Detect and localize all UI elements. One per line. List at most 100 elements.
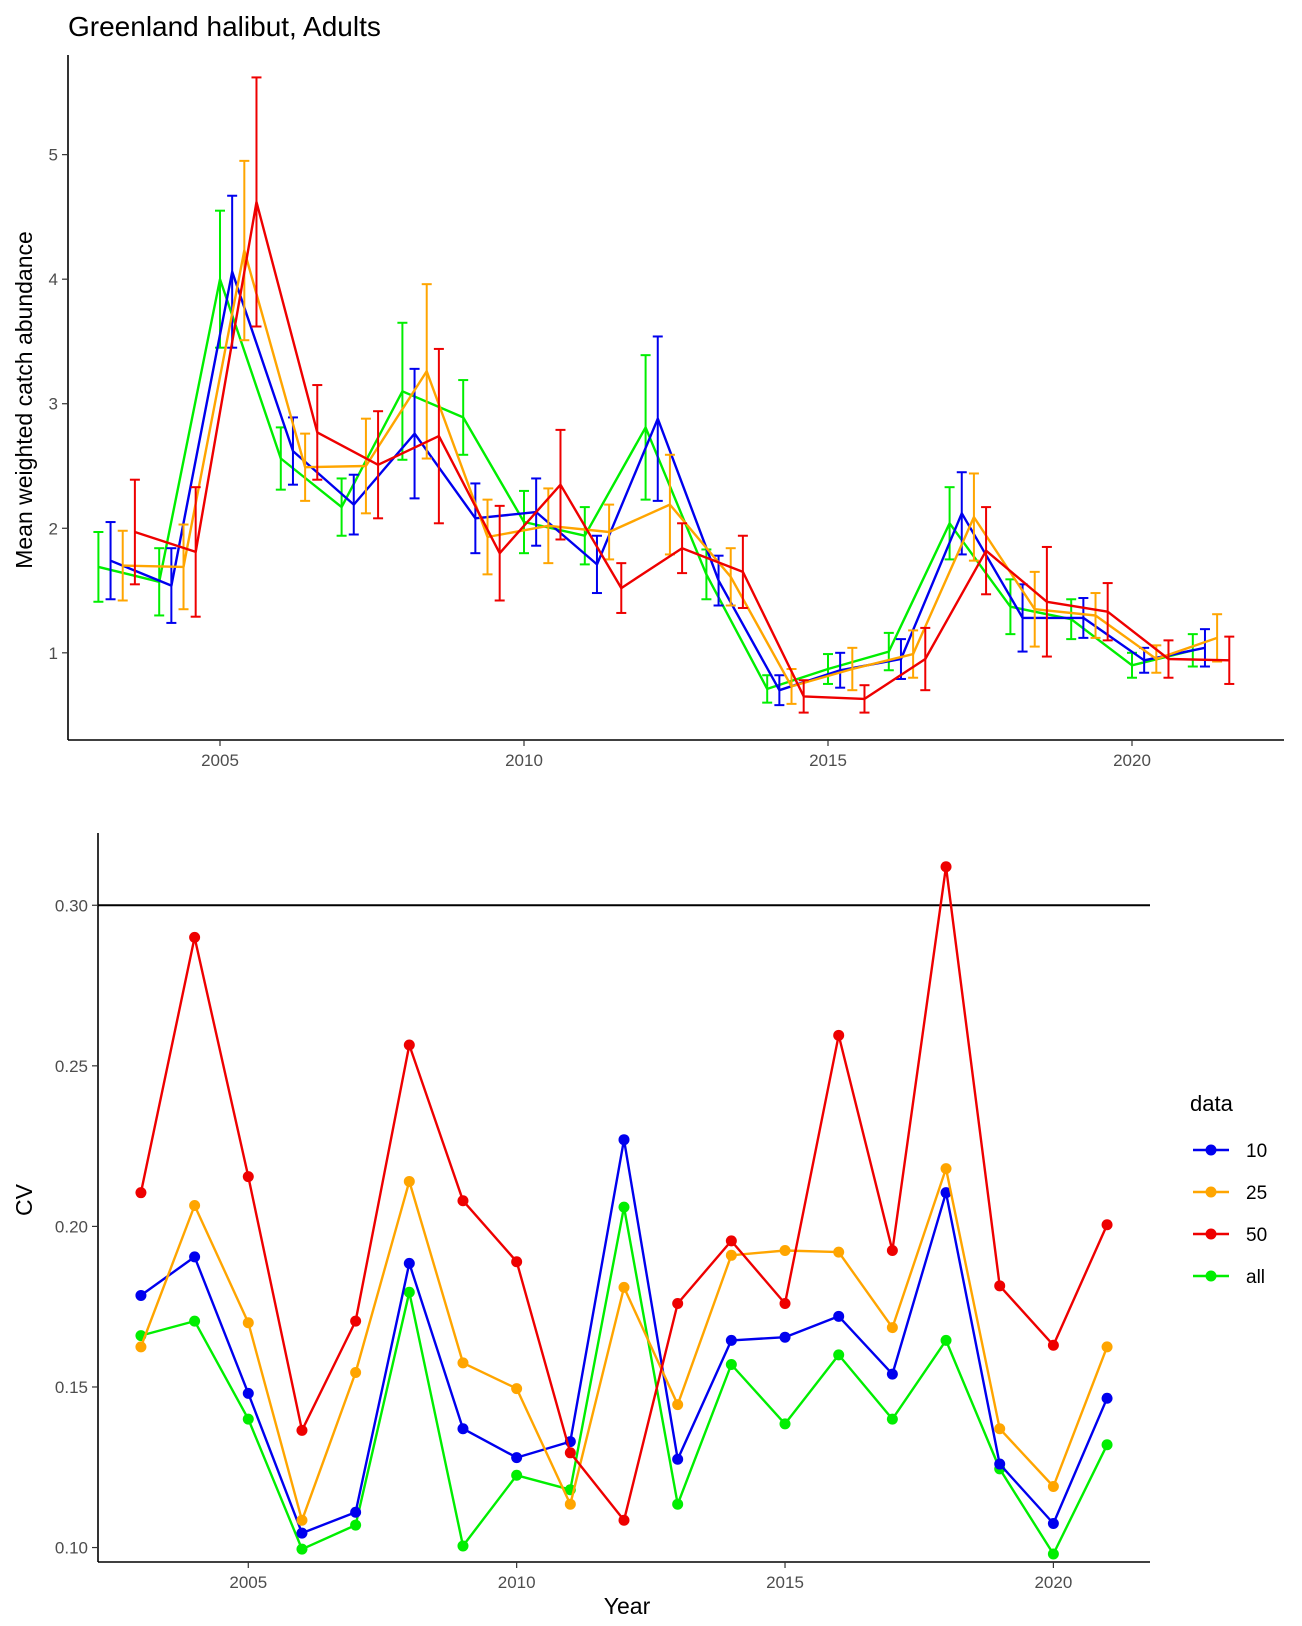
data-point-50	[135, 1187, 147, 1199]
cv-y-tick-label: 0.30	[55, 896, 88, 915]
data-point-50	[1101, 1219, 1113, 1231]
cv-x-tick-label: 2020	[1034, 1573, 1072, 1592]
data-point-10	[618, 1134, 630, 1146]
abundance-x-tick-label: 2020	[1113, 751, 1151, 770]
data-point-25	[189, 1200, 201, 1212]
abundance-y-tick-label: 2	[49, 519, 58, 538]
abundance-x-tick-label: 2015	[809, 751, 847, 770]
data-point-all	[350, 1519, 362, 1531]
legend-label-10: 10	[1246, 1141, 1267, 1162]
data-point-50	[403, 1039, 415, 1051]
data-point-50	[940, 861, 952, 873]
abundance-y-tick-label: 3	[49, 395, 58, 414]
abundance-panel: 2005 2010 2015 2020 1 2 3 4 5	[49, 55, 1284, 770]
legend-title: data	[1190, 1091, 1234, 1116]
data-point-10	[940, 1187, 952, 1199]
data-point-10	[833, 1310, 845, 1322]
cv-y-tick-label: 0.10	[55, 1539, 88, 1558]
data-point-all	[1047, 1548, 1059, 1560]
legend: data 10 25 50 all	[1190, 1091, 1267, 1288]
data-point-all	[833, 1349, 845, 1361]
data-point-10	[994, 1458, 1006, 1470]
data-point-all	[242, 1413, 254, 1425]
data-point-all	[1101, 1439, 1113, 1451]
legend-key-point-10	[1205, 1144, 1217, 1156]
data-point-25	[618, 1281, 630, 1293]
series-line-50	[139, 865, 1109, 1522]
data-point-10	[350, 1506, 362, 1518]
cv-panel: 2005 2010 2015 2020 0.10 0.15 0.20 0.25 0.30	[55, 833, 1150, 1592]
y-axis-label-abundance: Mean weighted catch abundance	[11, 231, 37, 569]
data-point-25	[779, 1244, 791, 1256]
legend-label-all: all	[1246, 1267, 1265, 1288]
data-point-10	[242, 1387, 254, 1399]
legend-label-25: 25	[1246, 1183, 1267, 1204]
abundance-x-tick-label: 2010	[505, 751, 543, 770]
cv-x-tick-label: 2015	[766, 1573, 804, 1592]
cv-y-tick-label: 0.15	[55, 1378, 88, 1397]
series-line-all	[140, 1205, 1109, 1556]
abundance-y-tick-label: 4	[49, 270, 58, 289]
data-point-50	[833, 1029, 845, 1041]
data-point-50	[350, 1315, 362, 1327]
data-point-25	[511, 1383, 523, 1395]
data-point-all	[296, 1543, 308, 1555]
legend-key-point-25	[1205, 1186, 1217, 1198]
legend-key-point-all	[1205, 1270, 1217, 1282]
data-point-all	[725, 1358, 737, 1370]
legend-label-50: 50	[1246, 1225, 1267, 1246]
data-point-10	[511, 1452, 523, 1464]
data-point-25	[1101, 1341, 1113, 1353]
chart-title: Greenland halibut, Adults	[68, 11, 381, 42]
data-point-25	[350, 1367, 362, 1379]
data-point-all	[511, 1469, 523, 1481]
data-point-25	[296, 1514, 308, 1526]
data-point-10	[779, 1331, 791, 1343]
data-point-all	[886, 1413, 898, 1425]
data-point-50	[564, 1447, 576, 1459]
data-point-25	[403, 1175, 415, 1187]
y-axis-label-cv: CV	[11, 1183, 37, 1216]
data-point-25	[1047, 1481, 1059, 1493]
data-point-10	[725, 1334, 737, 1346]
data-point-50	[886, 1244, 898, 1256]
data-point-10	[135, 1289, 147, 1301]
data-point-50	[189, 931, 201, 943]
series-line-25	[122, 249, 1218, 688]
cv-y-tick-label: 0.20	[55, 1217, 88, 1236]
data-point-all	[940, 1334, 952, 1346]
data-point-25	[725, 1249, 737, 1261]
abundance-x-tick-label: 2005	[201, 751, 239, 770]
data-point-50	[457, 1195, 469, 1207]
data-point-10	[457, 1423, 469, 1435]
data-point-all	[189, 1315, 201, 1327]
data-point-25	[564, 1498, 576, 1510]
data-point-10	[403, 1257, 415, 1269]
data-point-50	[779, 1297, 791, 1309]
data-point-25	[994, 1423, 1006, 1435]
series-line-10	[110, 270, 1206, 692]
data-point-25	[672, 1399, 684, 1411]
data-point-25	[457, 1357, 469, 1369]
data-point-all	[457, 1540, 469, 1552]
data-point-25	[940, 1163, 952, 1175]
data-point-25	[886, 1322, 898, 1334]
data-point-25	[135, 1341, 147, 1353]
data-point-50	[1047, 1339, 1059, 1351]
data-point-all	[403, 1286, 415, 1298]
data-point-50	[994, 1280, 1006, 1292]
data-point-all	[672, 1498, 684, 1510]
series-line-all	[98, 278, 1194, 691]
legend-key-point-50	[1205, 1228, 1217, 1240]
data-point-all	[779, 1418, 791, 1430]
data-point-10	[296, 1527, 308, 1539]
data-point-25	[242, 1317, 254, 1329]
cv-y-tick-label: 0.25	[55, 1057, 88, 1076]
data-point-25	[833, 1246, 845, 1258]
series-line-10	[140, 1138, 1109, 1535]
abundance-y-tick-label: 5	[49, 146, 58, 165]
data-point-50	[672, 1297, 684, 1309]
cv-x-tick-label: 2010	[498, 1573, 536, 1592]
data-point-50	[725, 1235, 737, 1247]
